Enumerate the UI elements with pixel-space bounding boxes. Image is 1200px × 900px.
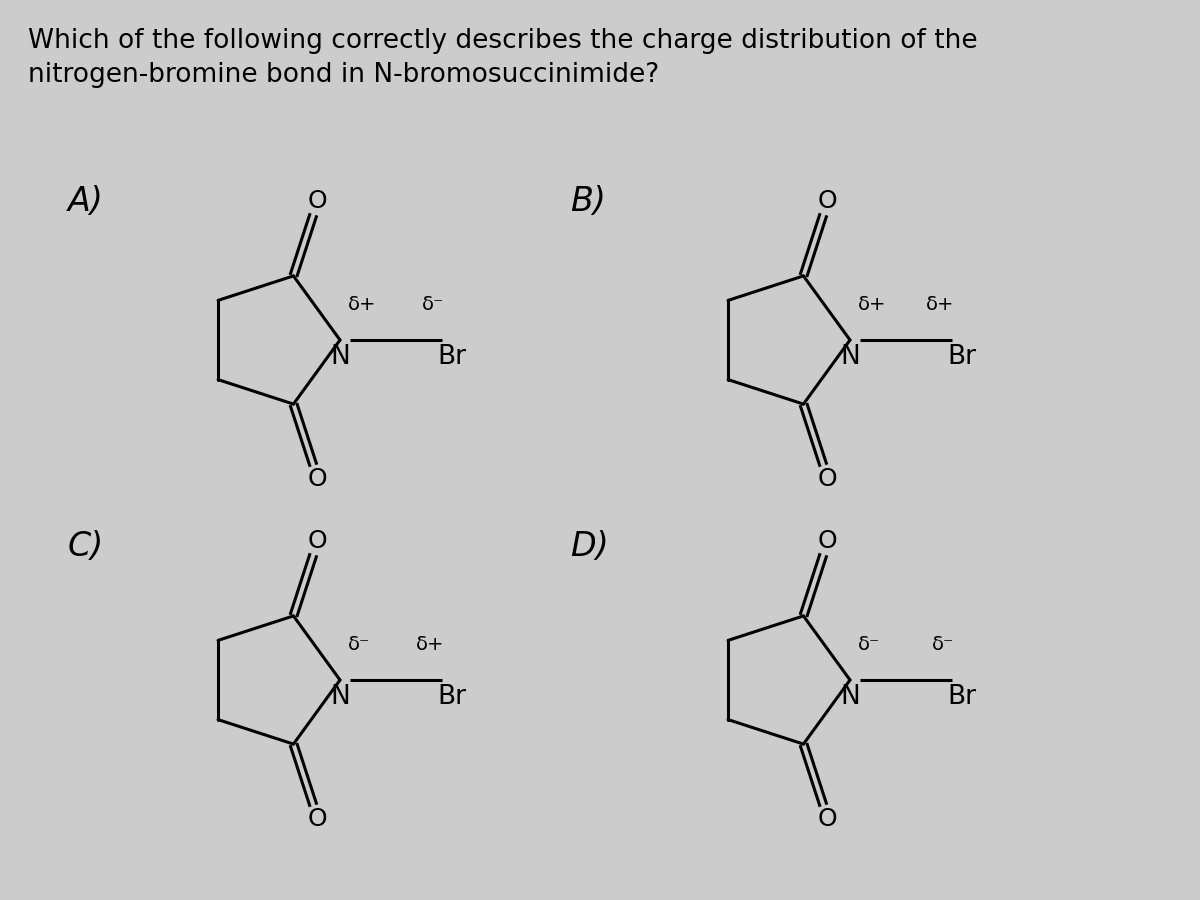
Text: δ⁻: δ⁻ <box>932 635 954 654</box>
Text: O: O <box>308 189 328 213</box>
Text: N: N <box>840 344 860 370</box>
Text: O: O <box>818 467 838 491</box>
Text: A): A) <box>68 185 104 218</box>
Text: C): C) <box>68 530 104 563</box>
Text: Br: Br <box>948 344 977 370</box>
Text: N: N <box>330 684 350 710</box>
Text: O: O <box>818 189 838 213</box>
Text: δ⁻: δ⁻ <box>858 635 881 654</box>
Text: nitrogen-bromine bond in N-bromosuccinimide?: nitrogen-bromine bond in N-bromosuccinim… <box>28 62 659 88</box>
Text: δ⁻: δ⁻ <box>348 635 371 654</box>
Text: O: O <box>818 529 838 553</box>
Text: Br: Br <box>438 684 467 710</box>
Text: Br: Br <box>438 344 467 370</box>
Text: N: N <box>330 344 350 370</box>
Text: N: N <box>840 684 860 710</box>
Text: B): B) <box>570 185 606 218</box>
Text: O: O <box>818 807 838 831</box>
Text: δ+: δ+ <box>348 295 377 314</box>
Text: Br: Br <box>948 684 977 710</box>
Text: δ+: δ+ <box>926 295 954 314</box>
Text: Which of the following correctly describes the charge distribution of the: Which of the following correctly describ… <box>28 28 978 54</box>
Text: O: O <box>308 529 328 553</box>
Text: O: O <box>308 467 328 491</box>
Text: D): D) <box>570 530 608 563</box>
Text: δ+: δ+ <box>416 635 444 654</box>
Text: δ+: δ+ <box>858 295 887 314</box>
Text: O: O <box>308 807 328 831</box>
Text: δ⁻: δ⁻ <box>422 295 444 314</box>
